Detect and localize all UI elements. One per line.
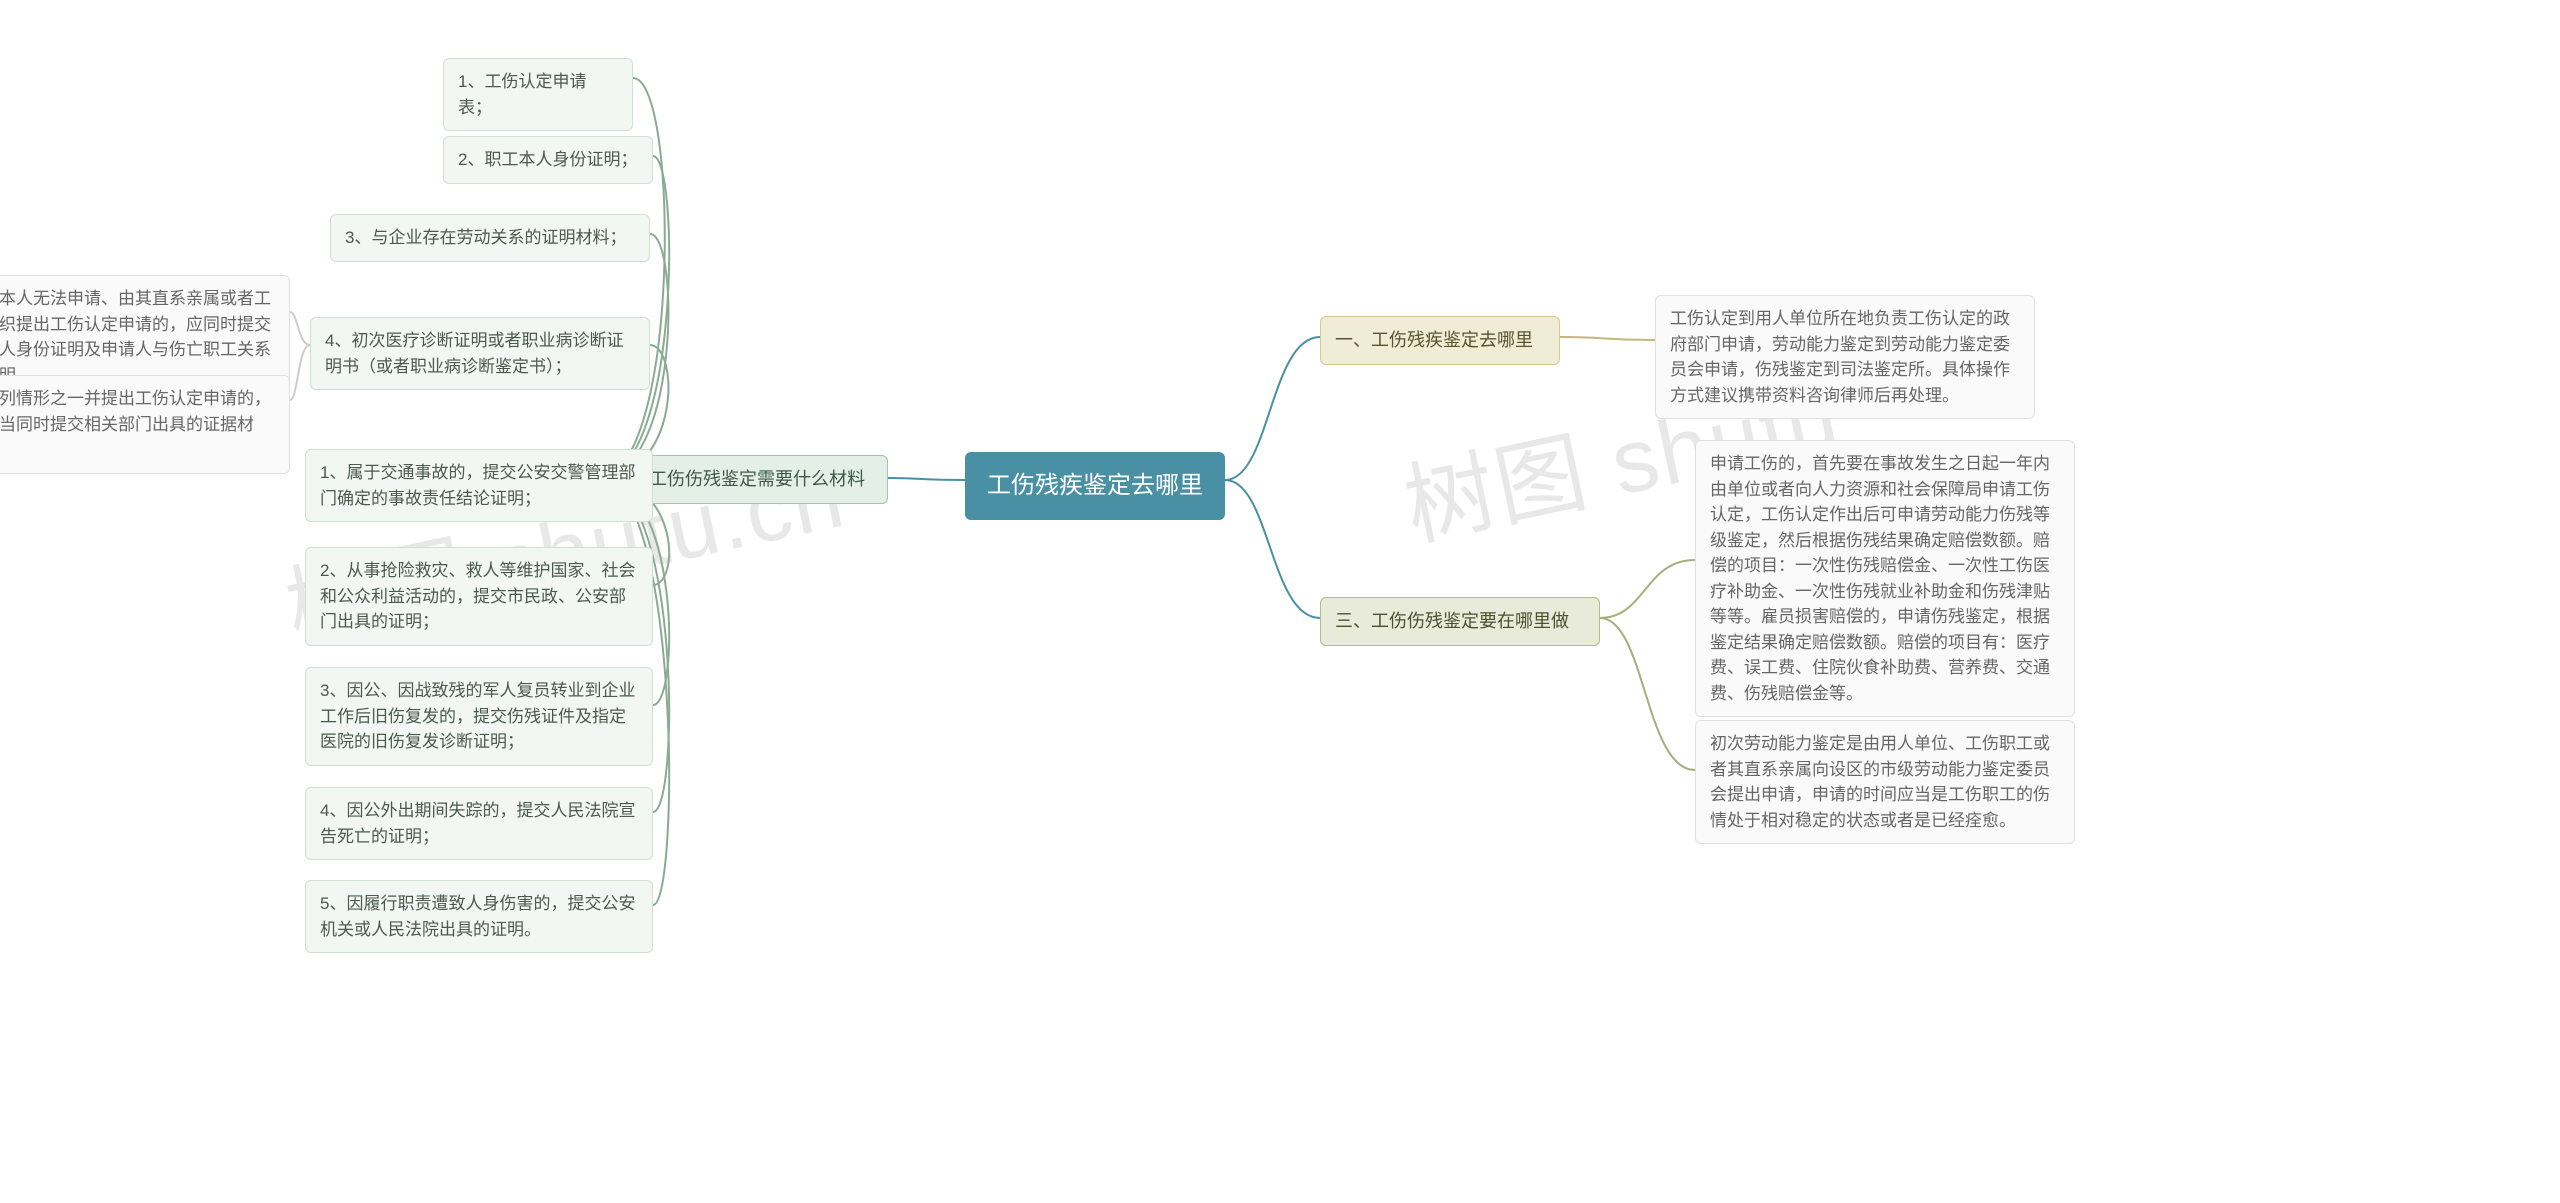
branch-2-leaf-1: 2、职工本人身份证明； — [443, 136, 653, 184]
branch-2-leaf-4: 1、属于交通事故的，提交公安交警管理部门确定的事故责任结论证明； — [305, 449, 653, 522]
branch-2-leaf-3-sub-1: 有下列情形之一并提出工伤认定申请的，还应当同时提交相关部门出具的证据材料: — [0, 375, 290, 474]
branch-2-leaf-0: 1、工伤认定申请表； — [443, 58, 633, 131]
branch-2-leaf-2: 3、与企业存在劳动关系的证明材料； — [330, 214, 650, 262]
branch-1: 一、工伤残疾鉴定去哪里 — [1320, 316, 1560, 365]
branch-2-leaf-5: 2、从事抢险救灾、救人等维护国家、社会和公众利益活动的，提交市民政、公安部门出具… — [305, 547, 653, 646]
branch-1-leaf-0: 工伤认定到用人单位所在地负责工伤认定的政府部门申请，劳动能力鉴定到劳动能力鉴定委… — [1655, 295, 2035, 419]
root-node: 工伤残疾鉴定去哪里 — [965, 452, 1225, 520]
branch-2-leaf-6: 3、因公、因战致残的军人复员转业到企业工作后旧伤复发的，提交伤残证件及指定医院的… — [305, 667, 653, 766]
branch-2-leaf-8: 5、因履行职责遭致人身伤害的，提交公安机关或人民法院出具的证明。 — [305, 880, 653, 953]
branch-3: 三、工伤伤残鉴定要在哪里做 — [1320, 597, 1600, 646]
branch-2-leaf-7: 4、因公外出期间失踪的，提交人民法院宣告死亡的证明； — [305, 787, 653, 860]
branch-3-leaf-1: 初次劳动能力鉴定是由用人单位、工伤职工或者其直系亲属向设区的市级劳动能力鉴定委员… — [1695, 720, 2075, 844]
branch-2-leaf-3: 4、初次医疗诊断证明或者职业病诊断证明书（或者职业病诊断鉴定书）； — [310, 317, 650, 390]
branch-3-leaf-0: 申请工伤的，首先要在事故发生之日起一年内由单位或者向人力资源和社会保障局申请工伤… — [1695, 440, 2075, 717]
